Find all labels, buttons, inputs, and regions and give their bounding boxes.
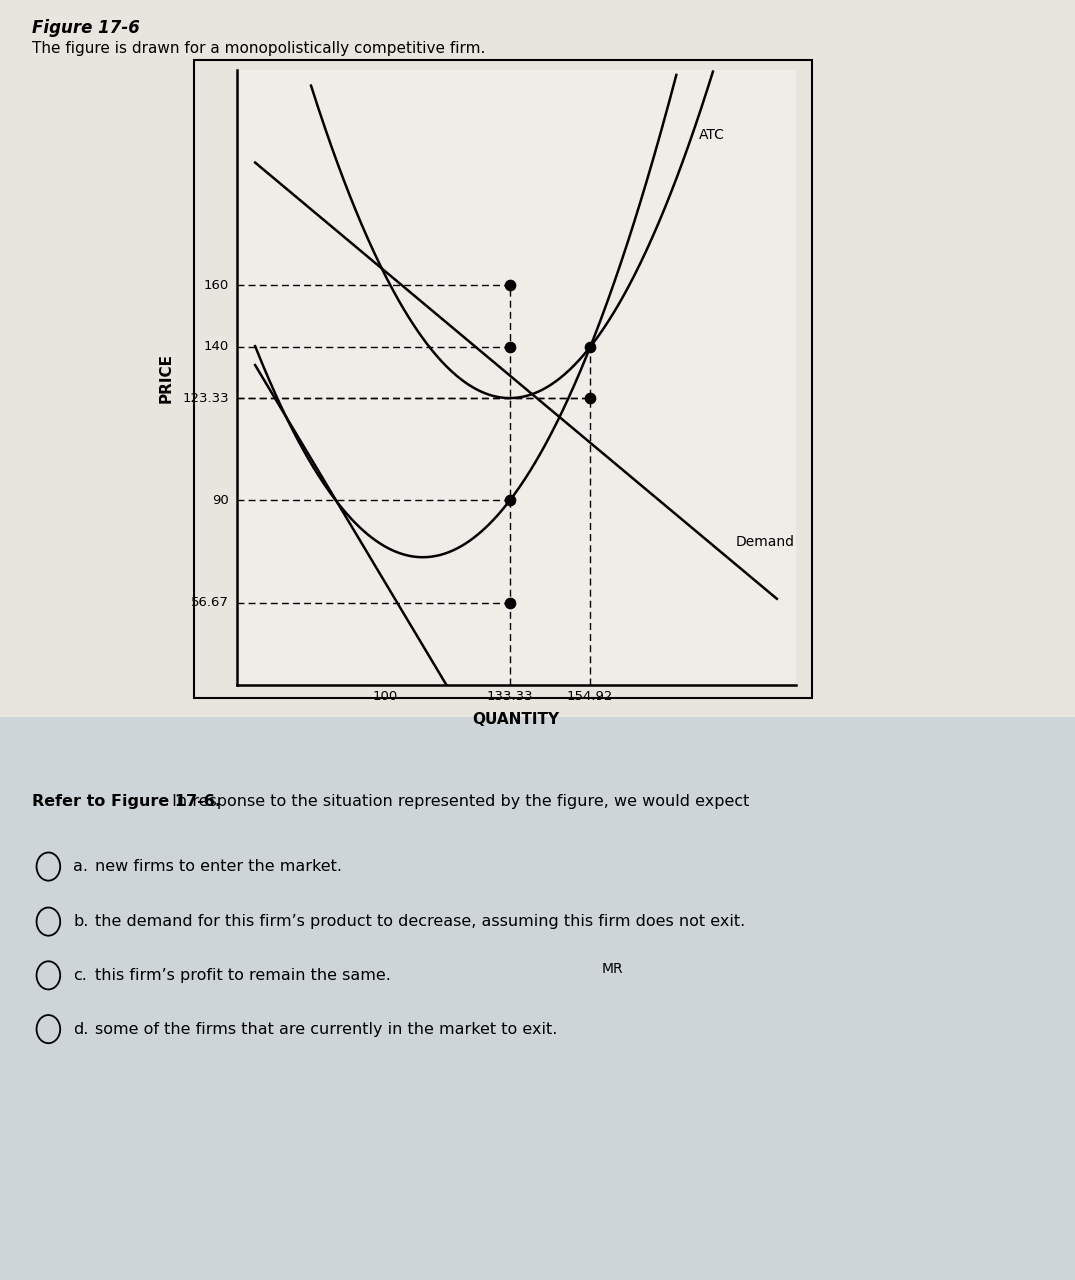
Text: PRICE: PRICE [159, 352, 174, 403]
Text: new firms to enter the market.: new firms to enter the market. [95, 859, 342, 874]
Point [582, 388, 599, 408]
Point [501, 490, 518, 511]
Text: d.: d. [73, 1021, 88, 1037]
Text: the demand for this firm’s product to decrease, assuming this firm does not exit: the demand for this firm’s product to de… [95, 914, 745, 929]
Text: some of the firms that are currently in the market to exit.: some of the firms that are currently in … [95, 1021, 557, 1037]
Point [501, 275, 518, 296]
Point [501, 593, 518, 613]
Text: 56.67: 56.67 [191, 596, 229, 609]
Text: a.: a. [73, 859, 88, 874]
Point [501, 337, 518, 357]
Text: 90: 90 [212, 494, 229, 507]
Text: ATC: ATC [699, 128, 725, 142]
Text: 123.33: 123.33 [183, 392, 229, 404]
Text: 140: 140 [204, 340, 229, 353]
Text: The figure is drawn for a monopolistically competitive firm.: The figure is drawn for a monopolistical… [32, 41, 486, 56]
Text: 160: 160 [204, 279, 229, 292]
Text: Refer to Figure 17-6.: Refer to Figure 17-6. [32, 794, 221, 809]
Text: c.: c. [73, 968, 87, 983]
Text: this firm’s profit to remain the same.: this firm’s profit to remain the same. [95, 968, 390, 983]
Text: In response to the situation represented by the figure, we would expect: In response to the situation represented… [167, 794, 749, 809]
Text: Figure 17-6: Figure 17-6 [32, 19, 140, 37]
Point [582, 337, 599, 357]
X-axis label: QUANTITY: QUANTITY [472, 712, 560, 727]
Text: b.: b. [73, 914, 88, 929]
Text: Demand: Demand [736, 535, 794, 549]
Text: MR: MR [601, 963, 624, 977]
